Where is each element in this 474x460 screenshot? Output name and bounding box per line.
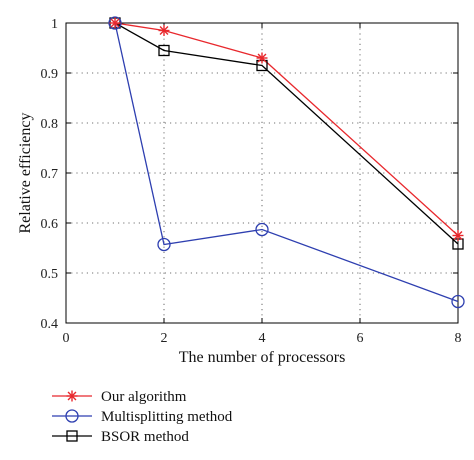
x-axis-title: The number of processors [179,349,346,366]
y-tick-label: 0.5 [41,267,59,282]
data-point-multisplitting-method [451,294,465,309]
series-line-multisplitting-method [114,22,459,303]
legend-marker [66,430,78,442]
data-point-multisplitting-method [157,237,171,252]
y-tick-label: 0.6 [41,217,59,232]
y-tick-label: 0.7 [41,167,59,182]
data-point-our-algorithm [452,230,464,241]
data-point-bsor-method [158,44,170,57]
legend-item-multisplitting-method: Multisplitting method [52,409,233,425]
y-tick-label: 0.9 [41,67,59,82]
legend-label: BSOR method [101,429,189,445]
legend-label: Multisplitting method [101,409,233,425]
data-point-our-algorithm [256,52,268,64]
series-lines [114,22,459,303]
x-tick-label: 8 [455,331,462,346]
legend-item-bsor-method: BSOR method [52,429,189,445]
data-point-our-algorithm [158,25,170,36]
series-line-our-algorithm [114,22,459,236]
legend: Our algorithm Multisplitting method BSOR m… [52,389,233,445]
y-tick-label: 1 [51,17,58,32]
legend-label: Our algorithm [101,389,187,405]
legend-marker [66,390,78,402]
legend-marker [65,409,79,423]
x-tick-label: 0 [63,331,70,346]
series-line-bsor-method [114,22,459,245]
x-tick-label: 4 [259,331,266,346]
grid-lines [66,23,458,323]
x-tick-label: 2 [161,331,168,346]
y-axis-title: Relative efficiency [17,113,34,234]
legend-item-our-algorithm: Our algorithm [52,389,187,405]
data-point-multisplitting-method [255,222,269,237]
x-tick-label: 6 [357,331,364,346]
data-point-multisplitting-method [108,16,122,30]
data-point-our-algorithm [109,17,121,29]
axis-ticks: 0 2 4 6 8 0.4 0.5 0.6 0.7 0.8 0.9 1 [41,17,462,346]
series-markers [108,16,465,309]
y-tick-label: 0.4 [41,317,59,332]
y-tick-label: 0.8 [41,117,59,132]
